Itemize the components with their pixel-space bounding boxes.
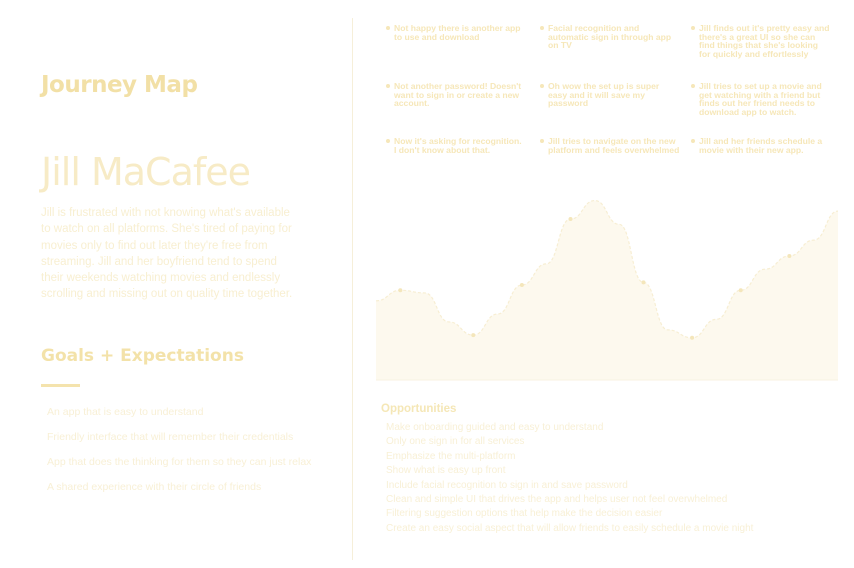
curve-point xyxy=(641,280,646,285)
persona-name: Jill MaCafee xyxy=(41,150,251,194)
bullet-dot-icon xyxy=(386,84,390,88)
thought-item: Jill finds out it's pretty easy and ther… xyxy=(691,24,831,58)
bullet-dot-icon xyxy=(540,139,544,143)
thought-item: Jill and her friends schedule a movie wi… xyxy=(691,137,831,154)
thought-text: Jill and her friends schedule a movie wi… xyxy=(699,136,823,155)
curve-point xyxy=(738,288,743,293)
bullet-dot-icon xyxy=(386,139,390,143)
thought-text: Not another password! Doesn't want to si… xyxy=(394,81,522,109)
opportunities-list: Make onboarding guided and easy to under… xyxy=(386,421,753,536)
opportunity-item: Only one sign in for all services xyxy=(386,436,525,448)
thought-item: Not another password! Doesn't want to si… xyxy=(386,82,526,108)
bullet-dot-icon xyxy=(691,139,695,143)
opportunity-item: Filtering suggestion options that help m… xyxy=(386,508,663,520)
column-divider xyxy=(352,18,353,560)
thought-item: Jill tries to set up a movie and get wat… xyxy=(691,82,831,116)
curve-point xyxy=(690,335,695,340)
thought-text: Now it's asking for recognition. I don't… xyxy=(394,136,522,155)
thought-item: Oh wow the set up is super easy and it w… xyxy=(540,82,680,108)
persona-panel: Journey Map Jill MaCafee Jill is frustra… xyxy=(0,0,352,568)
goals-list: An app that is easy to understand Friend… xyxy=(47,405,311,505)
curve-point xyxy=(471,333,476,338)
thought-item: Jill tries to navigate on the new platfo… xyxy=(540,137,680,154)
goal-item: An app that is easy to understand xyxy=(47,406,204,418)
goals-divider xyxy=(41,384,80,387)
bullet-dot-icon xyxy=(386,26,390,30)
section-label: Journey Map xyxy=(41,72,198,98)
emotion-curve-points xyxy=(398,217,792,340)
thought-text: Jill tries to set up a movie and get wat… xyxy=(699,81,822,117)
curve-point xyxy=(568,217,573,222)
bullet-dot-icon xyxy=(540,84,544,88)
goal-item: Friendly interface that will remember th… xyxy=(47,431,294,443)
opportunity-item: Clean and simple UI that drives the app … xyxy=(386,493,728,505)
curve-point xyxy=(519,283,524,287)
opportunity-item: Make onboarding guided and easy to under… xyxy=(386,422,604,433)
thought-text: Facial recognition and automatic sign in… xyxy=(548,23,672,51)
bullet-dot-icon xyxy=(691,84,695,88)
bullet-dot-icon xyxy=(691,26,695,30)
thought-text: Not happy there is another app to use an… xyxy=(394,23,521,42)
thought-text: Jill tries to navigate on the new platfo… xyxy=(548,136,680,155)
goals-title: Goals + Expectations xyxy=(41,346,244,366)
curve-point xyxy=(787,253,792,258)
goal-item: A shared experience with their circle of… xyxy=(47,481,262,493)
thought-text: Jill finds out it's pretty easy and ther… xyxy=(699,23,830,59)
thought-item: Not happy there is another app to use an… xyxy=(386,24,526,41)
emotion-curve-area xyxy=(376,200,838,380)
opportunity-item: Show what is easy up front xyxy=(386,465,506,477)
thought-item: Facial recognition and automatic sign in… xyxy=(540,24,680,50)
opportunity-item: Create an easy social aspect that will a… xyxy=(386,522,754,534)
opportunity-item: Emphasize the multi-platform xyxy=(386,450,516,462)
opportunity-item: Include facial recognition to sign in an… xyxy=(386,479,628,491)
opportunities-title: Opportunities xyxy=(381,403,457,415)
curve-point xyxy=(398,288,403,293)
bullet-dot-icon xyxy=(540,26,544,30)
emotion-curve-chart xyxy=(376,199,838,381)
goal-item: App that does the thinking for them so t… xyxy=(47,456,312,468)
thought-item: Now it's asking for recognition. I don't… xyxy=(386,137,526,154)
thought-text: Oh wow the set up is super easy and it w… xyxy=(548,81,660,109)
persona-bio: Jill is frustrated with not knowing what… xyxy=(41,207,293,301)
emotion-curve-line xyxy=(376,199,838,339)
